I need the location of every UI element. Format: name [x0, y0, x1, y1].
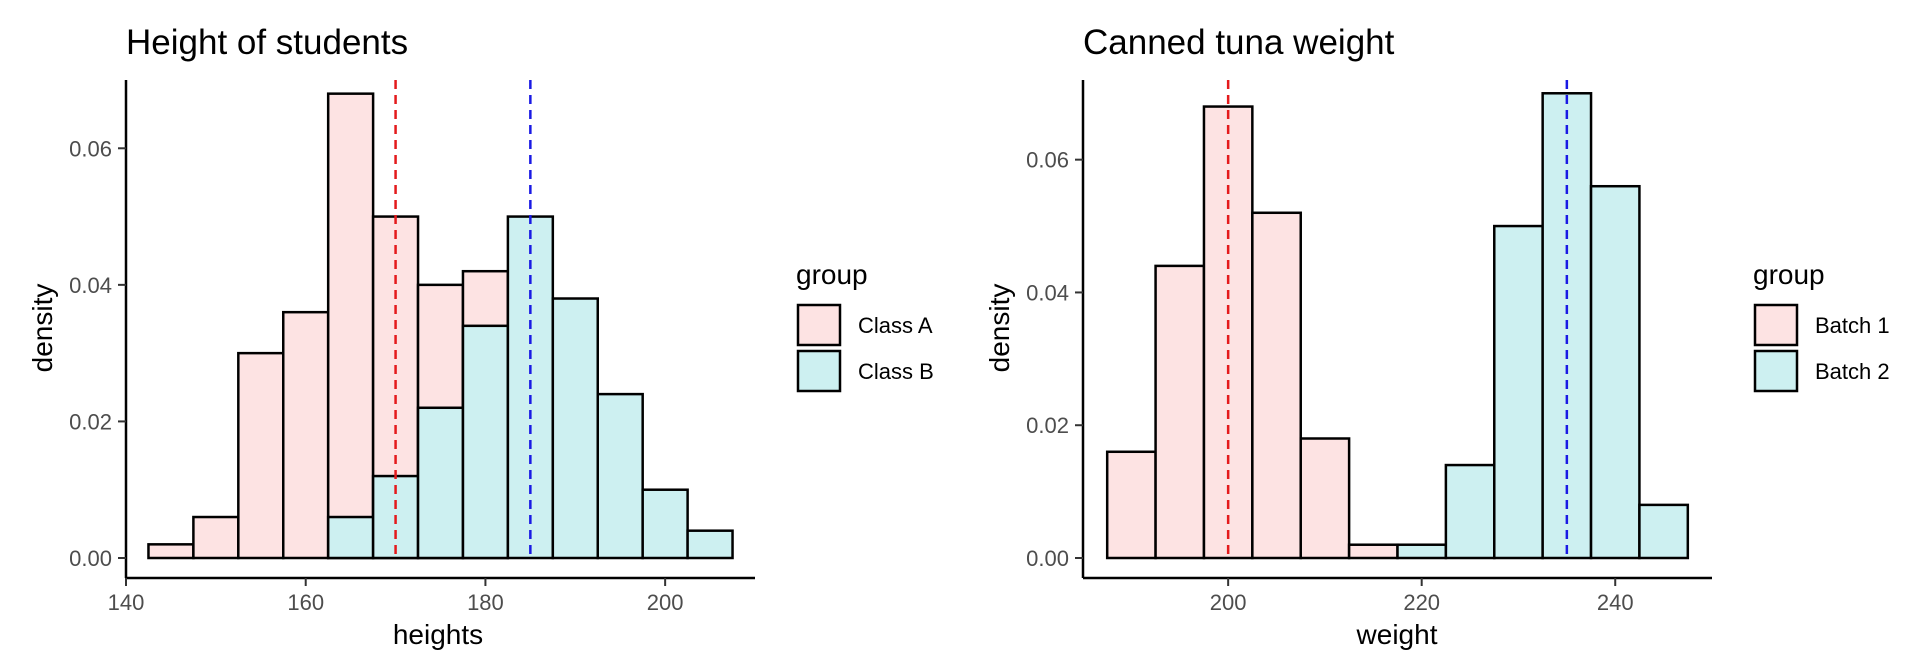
bar-batch-1: [1299, 437, 1351, 560]
x-tick-label: 200: [647, 590, 684, 615]
bar-class-b: [641, 488, 689, 560]
legend-label: Class B: [858, 359, 934, 384]
bar-class-a: [237, 351, 285, 560]
y-tick-label: 0.02: [69, 409, 112, 434]
legend-key-batch-2: [1753, 349, 1799, 393]
y-tick-label: 0.04: [1026, 280, 1069, 305]
x-tick-label: 160: [287, 590, 324, 615]
y-ticks: 0.00 0.02 0.04 0.06: [1026, 148, 1083, 571]
bar-batch-1: [1105, 450, 1157, 560]
bar-class-a: [147, 543, 195, 560]
legend-key-class-a: [796, 303, 842, 347]
y-axis-label: density: [984, 284, 1015, 373]
y-tick-label: 0.00: [1026, 546, 1069, 571]
bar-class-b: [686, 529, 734, 560]
y-ticks: 0.00 0.02 0.04 0.06: [69, 136, 126, 571]
legend-label: Class A: [858, 313, 933, 338]
legend-title: group: [796, 259, 868, 290]
x-tick-label: 200: [1210, 590, 1247, 615]
bar-batch-2: [1396, 543, 1448, 560]
x-ticks: 200 220 240: [1210, 578, 1634, 615]
mean-lines: [394, 80, 532, 558]
x-tick-label: 180: [467, 590, 504, 615]
x-axis-label: weight: [1356, 619, 1438, 650]
y-axis-label: density: [27, 284, 58, 373]
bar-class-b: [551, 297, 599, 560]
chart-title: Height of students: [126, 23, 408, 62]
bar-batch-1: [1347, 543, 1399, 560]
y-tick-label: 0.02: [1026, 413, 1069, 438]
legend-title: group: [1753, 259, 1825, 290]
x-tick-label: 220: [1403, 590, 1440, 615]
bar-batch-2: [1589, 184, 1641, 560]
bar-class-b: [461, 324, 510, 560]
y-tick-label: 0.04: [69, 273, 112, 298]
bar-batch-1: [1251, 211, 1302, 560]
chart-canned-tuna-weight: Canned tuna weight 200 220 240 0.000.020.0…: [984, 23, 1890, 650]
bar-class-a: [326, 92, 375, 560]
histogram-bars: [1105, 92, 1690, 560]
x-tick-label: 140: [108, 590, 145, 615]
chart-title: Canned tuna weight: [1083, 23, 1395, 62]
bar-batch-2: [1493, 224, 1544, 560]
y-tick-label: 0.06: [1026, 148, 1069, 173]
y-tick-label: 0.06: [69, 136, 112, 161]
bar-class-b: [416, 406, 465, 560]
bar-class-b: [596, 392, 644, 560]
x-tick-label: 240: [1597, 590, 1634, 615]
mean-lines: [1226, 80, 1569, 558]
legend: group Class A Class B: [796, 259, 934, 393]
bar-class-b: [326, 515, 375, 560]
legend-label: Batch 2: [1815, 359, 1890, 384]
legend-key-class-b: [796, 349, 842, 393]
legend: group Batch 1 Batch 2: [1753, 259, 1890, 393]
histogram-bars: [147, 92, 734, 560]
chart-height-of-students: Height of students 140 160 180 200 0.00 0.02…: [27, 23, 934, 650]
x-axis-label: heights: [393, 619, 483, 650]
y-tick-label: 0.00: [69, 546, 112, 571]
bar-batch-1: [1154, 264, 1206, 560]
legend-label: Batch 1: [1815, 313, 1890, 338]
bar-batch-2: [1638, 503, 1690, 560]
bar-class-a: [192, 515, 240, 560]
x-ticks: 140 160 180 200: [108, 578, 684, 615]
legend-key-batch-1: [1753, 303, 1799, 347]
bar-class-a: [282, 310, 330, 560]
bar-batch-2: [1444, 463, 1496, 560]
